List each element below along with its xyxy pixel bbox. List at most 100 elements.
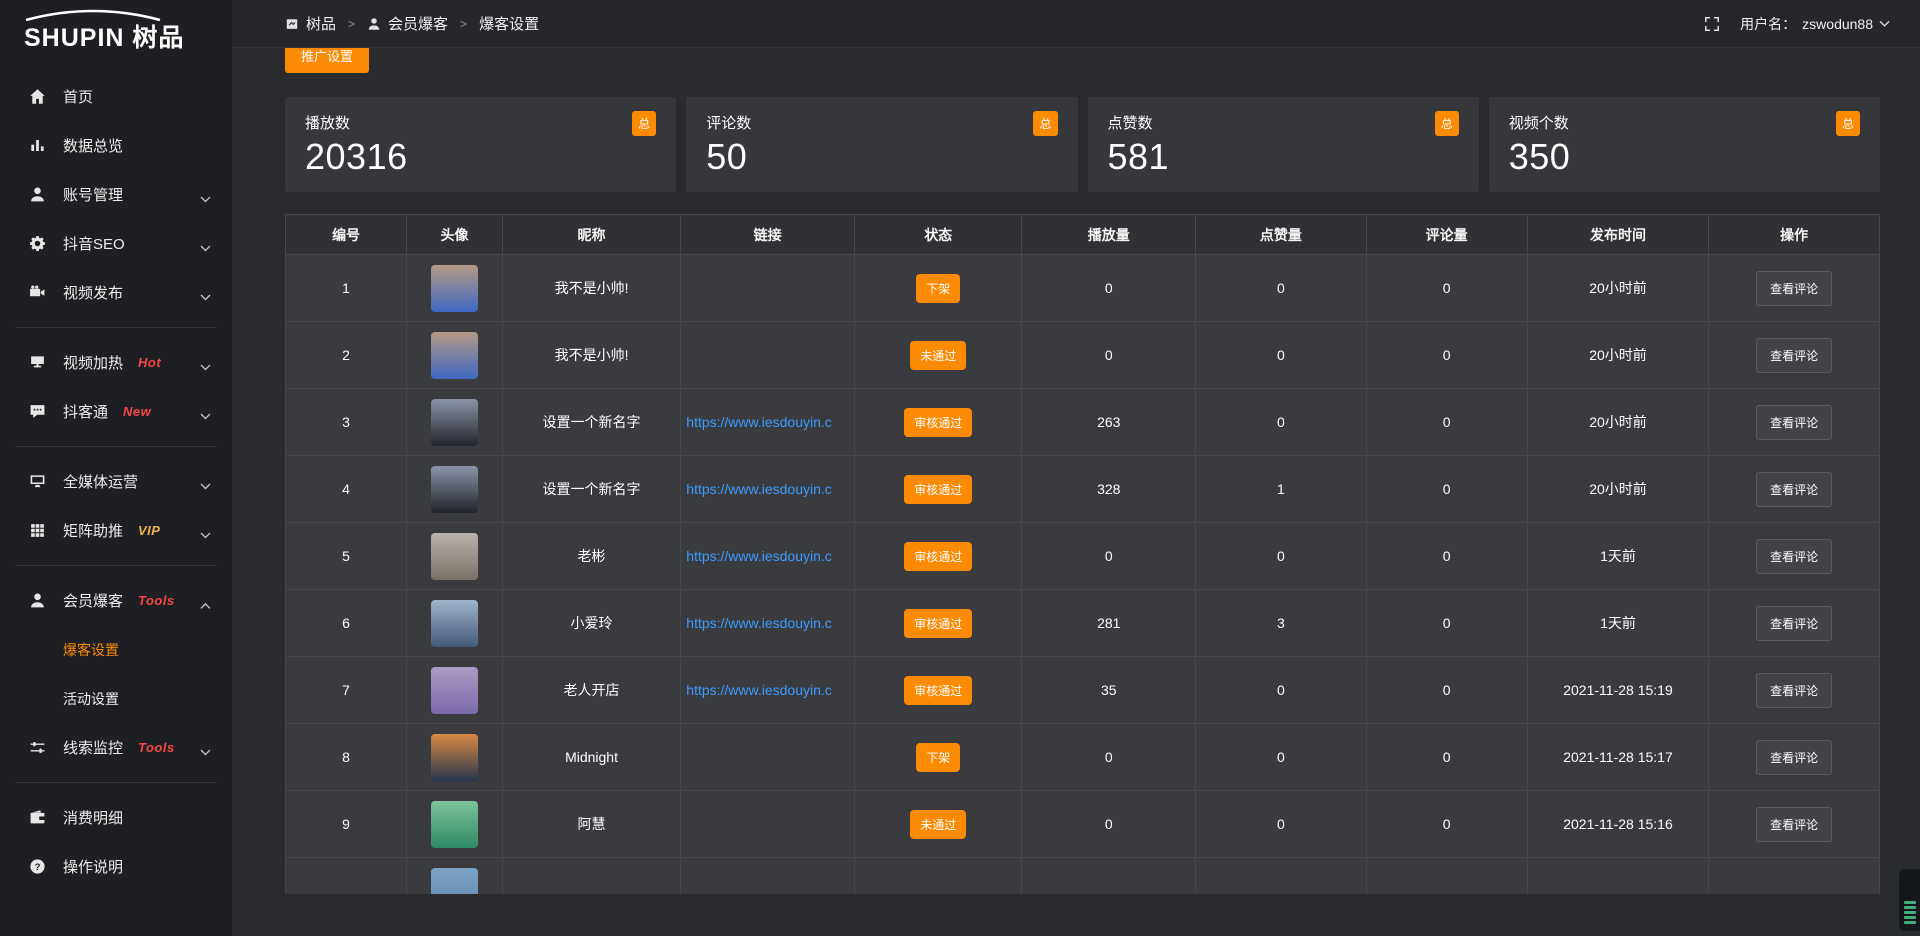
breadcrumb-item[interactable]: 会员爆客 bbox=[367, 13, 448, 34]
username: zswodun88 bbox=[1802, 15, 1873, 32]
cell-comments: 0 bbox=[1365, 522, 1528, 590]
cell-time: 20小时前 bbox=[1526, 388, 1710, 456]
cell-status: 审核通过 bbox=[854, 656, 1023, 724]
sidebar-subitem[interactable]: 爆客设置 bbox=[63, 641, 119, 658]
fullscreen-icon[interactable] bbox=[1704, 16, 1720, 32]
cell-id: 6 bbox=[285, 589, 408, 657]
widget-bar bbox=[1903, 921, 1916, 924]
cell-link: https://www.iesdouyin.c bbox=[680, 656, 856, 724]
comment-icon bbox=[29, 403, 46, 420]
sidebar-item-tag: Tools bbox=[138, 593, 175, 608]
stat-card: 点赞数 总 581 bbox=[1087, 97, 1479, 192]
sidebar-item[interactable]: ? 操作说明 bbox=[0, 842, 232, 891]
sidebar-item-label: 抖音SEO bbox=[63, 236, 125, 253]
sidebar-item[interactable]: 抖客通 New bbox=[0, 387, 232, 436]
cell-comments bbox=[1365, 857, 1528, 894]
topbar-right: 用户名： zswodun88 bbox=[1704, 14, 1890, 34]
column-header: 状态 bbox=[854, 214, 1023, 255]
column-header: 链接 bbox=[680, 214, 856, 255]
cell-likes: 0 bbox=[1195, 723, 1367, 791]
total-badge: 总 bbox=[1835, 111, 1860, 136]
cell-link bbox=[680, 723, 856, 791]
avatar bbox=[430, 264, 478, 312]
cell-plays: 0 bbox=[1021, 254, 1197, 322]
floating-widget[interactable] bbox=[1898, 868, 1920, 932]
table-row: 9 阿慧 未通过 0 0 0 2021-11-28 15:16 查看评论 bbox=[285, 790, 1880, 858]
view-comments-button[interactable]: 查看评论 bbox=[1756, 538, 1833, 574]
cell-nickname: 老人开店 bbox=[501, 656, 682, 724]
home-icon bbox=[29, 88, 46, 105]
view-comments-button[interactable]: 查看评论 bbox=[1756, 404, 1833, 440]
logo: SHUPIN 树品 bbox=[0, 0, 232, 64]
sidebar-item-label: 首页 bbox=[63, 89, 94, 106]
cell-likes: 0 bbox=[1195, 790, 1367, 858]
breadcrumb-separator: > bbox=[460, 16, 468, 31]
breadcrumb-label: 树品 bbox=[306, 16, 337, 33]
breadcrumb-item[interactable]: 树品 bbox=[285, 13, 336, 34]
member-icon bbox=[367, 17, 381, 31]
breadcrumb-separator: > bbox=[348, 16, 356, 31]
chevron-up-icon bbox=[200, 596, 211, 609]
video-link[interactable]: https://www.iesdouyin.c bbox=[686, 481, 832, 497]
sidebar-item[interactable]: 首页 bbox=[0, 72, 232, 121]
table-row: 1 我不是小帅! 下架 0 0 0 20小时前 查看评论 bbox=[285, 254, 1880, 322]
cell-action: 查看评论 bbox=[1708, 522, 1880, 590]
view-comments-button[interactable]: 查看评论 bbox=[1756, 471, 1833, 507]
sidebar-item[interactable]: 消费明细 bbox=[0, 793, 232, 842]
stat-label: 视频个数 bbox=[1508, 115, 1569, 132]
widget-bar bbox=[1903, 911, 1916, 914]
member-icon bbox=[29, 592, 46, 609]
cell-avatar bbox=[406, 723, 503, 791]
video-link[interactable]: https://www.iesdouyin.c bbox=[686, 615, 832, 631]
avatar bbox=[430, 867, 478, 894]
view-comments-button[interactable]: 查看评论 bbox=[1756, 806, 1833, 842]
chevron-down-icon bbox=[200, 526, 211, 539]
stat-value: 350 bbox=[1508, 136, 1571, 177]
sidebar-subitem[interactable]: 活动设置 bbox=[63, 690, 119, 707]
view-comments-button[interactable]: 查看评论 bbox=[1756, 739, 1833, 775]
cell-likes: 0 bbox=[1195, 254, 1367, 322]
cell-action: 查看评论 bbox=[1708, 455, 1880, 523]
cell-comments: 0 bbox=[1365, 388, 1528, 456]
status-badge: 未通过 bbox=[910, 809, 967, 839]
sidebar-item[interactable]: 线索监控 Tools bbox=[0, 723, 232, 772]
cell-link: https://www.iesdouyin.c bbox=[680, 589, 856, 657]
table-row: 6 小爱玲 https://www.iesdouyin.c 审核通过 281 3 0 1天前 查… bbox=[285, 589, 1880, 657]
sidebar-item-label: 抖客通 bbox=[63, 404, 109, 421]
cell-nickname: 老彬 bbox=[501, 522, 682, 590]
cell-plays: 328 bbox=[1021, 455, 1197, 523]
sidebar-item[interactable]: 矩阵助推 VIP bbox=[0, 506, 232, 555]
divider bbox=[15, 446, 217, 447]
avatar bbox=[430, 733, 478, 781]
sidebar-item[interactable]: 视频发布 bbox=[0, 268, 232, 317]
status-badge: 审核通过 bbox=[904, 541, 973, 571]
cell-action: 查看评论 bbox=[1708, 656, 1880, 724]
cell-nickname: 我不是小帅! bbox=[501, 321, 682, 389]
sidebar-item-label: 矩阵助推 bbox=[63, 523, 124, 540]
view-comments-button[interactable]: 查看评论 bbox=[1756, 337, 1833, 373]
cell-status: 审核通过 bbox=[854, 589, 1023, 657]
cell-time: 20小时前 bbox=[1526, 455, 1710, 523]
videos-table-wrap: 编号 头像 昵称 链接 状态 播放量 点赞量 评论量 发布时间 操作 1 我不是小帅! 下架 0 0 0 20… bbox=[285, 214, 1880, 894]
cell-nickname: Midnight bbox=[501, 723, 682, 791]
user-icon bbox=[29, 186, 46, 203]
view-comments-button[interactable]: 查看评论 bbox=[1756, 605, 1833, 641]
sidebar-item[interactable]: 数据总览 bbox=[0, 121, 232, 170]
avatar bbox=[430, 331, 478, 379]
sidebar-item[interactable]: 会员爆客 Tools bbox=[0, 576, 232, 625]
table-row bbox=[285, 857, 1880, 894]
video-camera-icon bbox=[29, 284, 46, 301]
sidebar-item[interactable]: 抖音SEO bbox=[0, 219, 232, 268]
cell-action: 查看评论 bbox=[1708, 321, 1880, 389]
view-comments-button[interactable]: 查看评论 bbox=[1756, 672, 1833, 708]
view-comments-button[interactable]: 查看评论 bbox=[1756, 270, 1833, 306]
video-link[interactable]: https://www.iesdouyin.c bbox=[686, 548, 832, 564]
video-link[interactable]: https://www.iesdouyin.c bbox=[686, 414, 832, 430]
avatar bbox=[430, 800, 478, 848]
column-header: 编号 bbox=[285, 214, 408, 255]
user-menu[interactable]: 用户名： zswodun88 bbox=[1740, 14, 1890, 34]
sidebar-item[interactable]: 视频加热 Hot bbox=[0, 338, 232, 387]
sidebar-item[interactable]: 全媒体运营 bbox=[0, 457, 232, 506]
sidebar-item[interactable]: 账号管理 bbox=[0, 170, 232, 219]
video-link[interactable]: https://www.iesdouyin.c bbox=[686, 682, 832, 698]
